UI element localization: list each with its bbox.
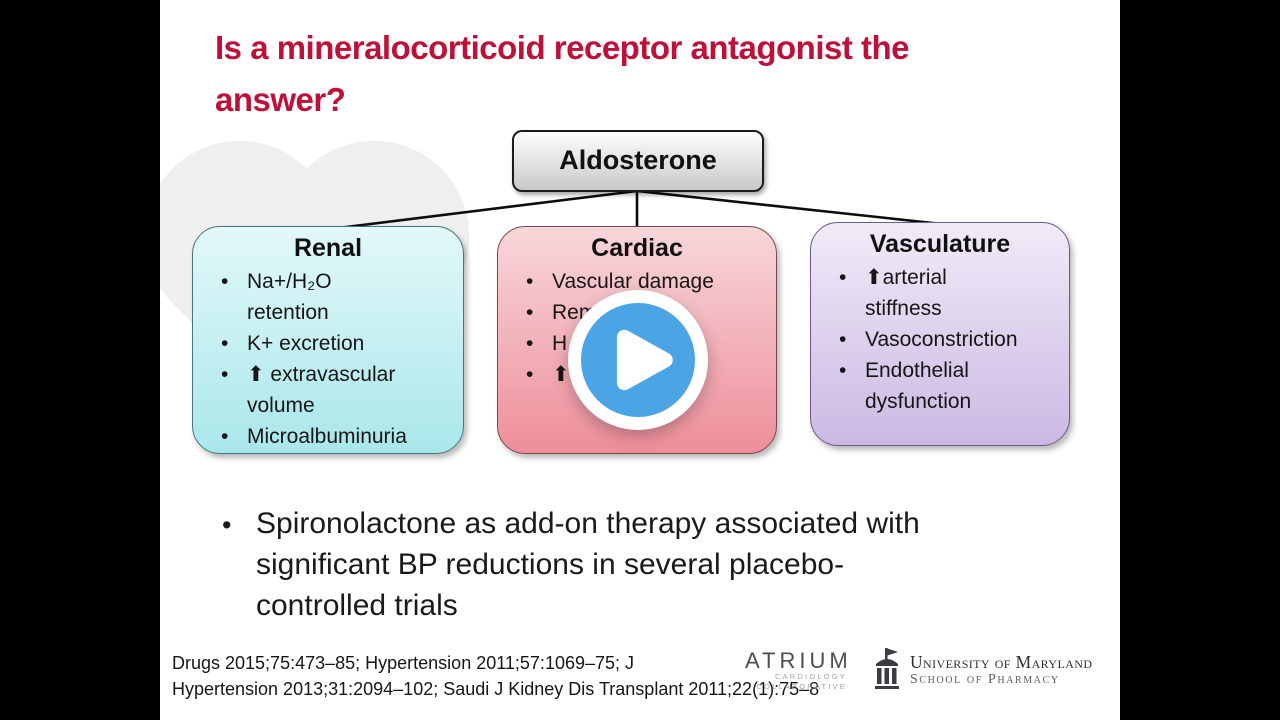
umd-column-icon xyxy=(875,648,899,689)
connector-vasculature xyxy=(636,189,943,226)
slide-title: Is a mineralocorticoid receptor antagoni… xyxy=(215,29,910,118)
play-button[interactable] xyxy=(568,290,708,430)
node-title: Cardiac xyxy=(591,234,683,262)
atrium-logo-subtitle: COLLABORATIVE xyxy=(756,681,847,691)
node-title: Vasculature xyxy=(869,230,1011,258)
diagram-node-renal: Renal Na+/H₂O retention K+ excretion ⬆ e… xyxy=(192,226,464,454)
atrium-logo-subtitle: CARDIOLOGY xyxy=(774,672,847,681)
umd-logo-text: University of Maryland School of Pharmac… xyxy=(910,648,1092,688)
list-item: ⬆ xyxy=(498,359,776,390)
node-bullet-list: Na+/H₂O retention K+ excretion ⬆ extrava… xyxy=(193,266,463,452)
list-item: ⬆arterial stiffness xyxy=(811,262,1069,324)
umd-school-line: School of Pharmacy xyxy=(910,672,1060,687)
atrium-logo: ATRIUM CARDIOLOGY COLLABORATIVE xyxy=(745,648,852,691)
node-bullet-list: Vascular damage Rem H ⬆ xyxy=(498,266,776,390)
presentation-slide: Is a mineralocorticoid receptor antagoni… xyxy=(160,0,1120,720)
node-bullet-list: ⬆arterial stiffness Vasoconstriction End… xyxy=(811,262,1069,417)
diagram-node-vasculature: Vasculature ⬆arterial stiffness Vasocons… xyxy=(810,222,1070,446)
diagram-node-aldosterone: Aldosterone xyxy=(512,130,764,192)
play-icon xyxy=(616,329,673,391)
umd-logo: University of Maryland School of Pharmac… xyxy=(874,648,1092,690)
list-item: K+ excretion xyxy=(193,328,463,359)
list-item: Microalbuminuria xyxy=(193,421,463,452)
list-item: Vasoconstriction xyxy=(811,324,1069,355)
citations: Drugs 2015;75:473–85; Hypertension 2011;… xyxy=(172,653,820,699)
list-item: Vascular damage xyxy=(498,266,776,297)
list-item: Endothelial dysfunction xyxy=(811,355,1069,417)
takeaway-bullet: Spironolactone as add-on therapy associa… xyxy=(222,503,1086,626)
list-item: Na+/H₂O retention xyxy=(193,266,463,328)
atrium-logo-name: ATRIUM xyxy=(745,648,852,673)
node-title: Renal xyxy=(293,234,363,262)
list-item: H xyxy=(498,328,776,359)
umd-university-line: University of Maryland xyxy=(910,652,1093,672)
list-item: ⬆ extravascular volume xyxy=(193,359,463,421)
